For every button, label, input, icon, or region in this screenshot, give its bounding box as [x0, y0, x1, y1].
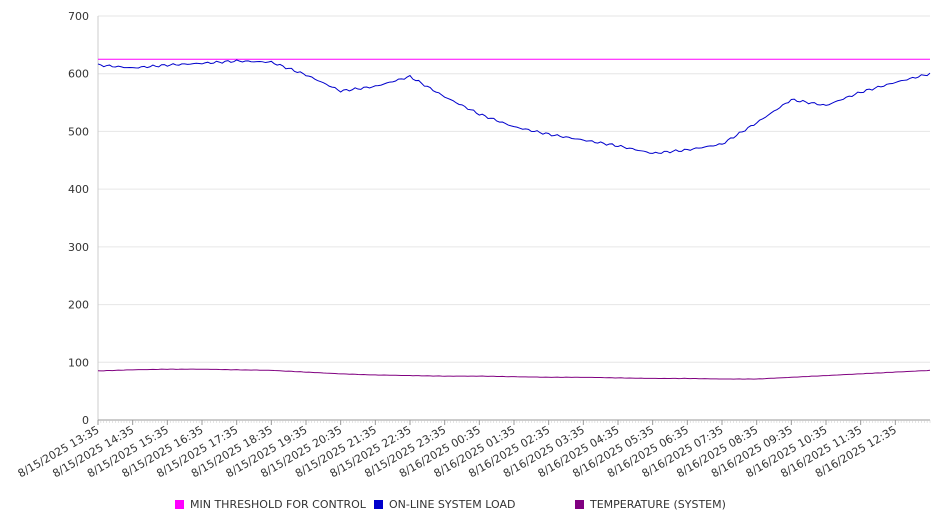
- legend-item[interactable]: MIN THRESHOLD FOR CONTROL: [175, 498, 366, 511]
- y-tick-label: 100: [68, 356, 89, 369]
- legend-label: TEMPERATURE (SYSTEM): [590, 498, 726, 511]
- grid: [98, 15, 930, 421]
- y-tick-label: 200: [68, 299, 89, 312]
- y-tick-label: 300: [68, 241, 89, 254]
- y-tick-label: 500: [68, 125, 89, 138]
- y-tick-label: 0: [82, 414, 89, 427]
- y-tick-label: 700: [68, 10, 89, 23]
- legend-swatch: [575, 500, 584, 509]
- legend-item[interactable]: TEMPERATURE (SYSTEM): [575, 498, 726, 511]
- series-lines: [97, 58, 931, 380]
- legend-label: MIN THRESHOLD FOR CONTROL: [190, 498, 366, 511]
- legend-swatch: [175, 500, 184, 509]
- y-tick-label: 400: [68, 183, 89, 196]
- series-line-1: [97, 59, 931, 154]
- legend-swatch: [374, 500, 383, 509]
- y-tick-label: 600: [68, 68, 89, 81]
- legend-label: ON-LINE SYSTEM LOAD: [389, 498, 516, 511]
- series-line-2: [97, 368, 931, 380]
- legend: MIN THRESHOLD FOR CONTROL ON-LINE SYSTEM …: [0, 498, 946, 514]
- legend-item[interactable]: ON-LINE SYSTEM LOAD: [374, 498, 515, 511]
